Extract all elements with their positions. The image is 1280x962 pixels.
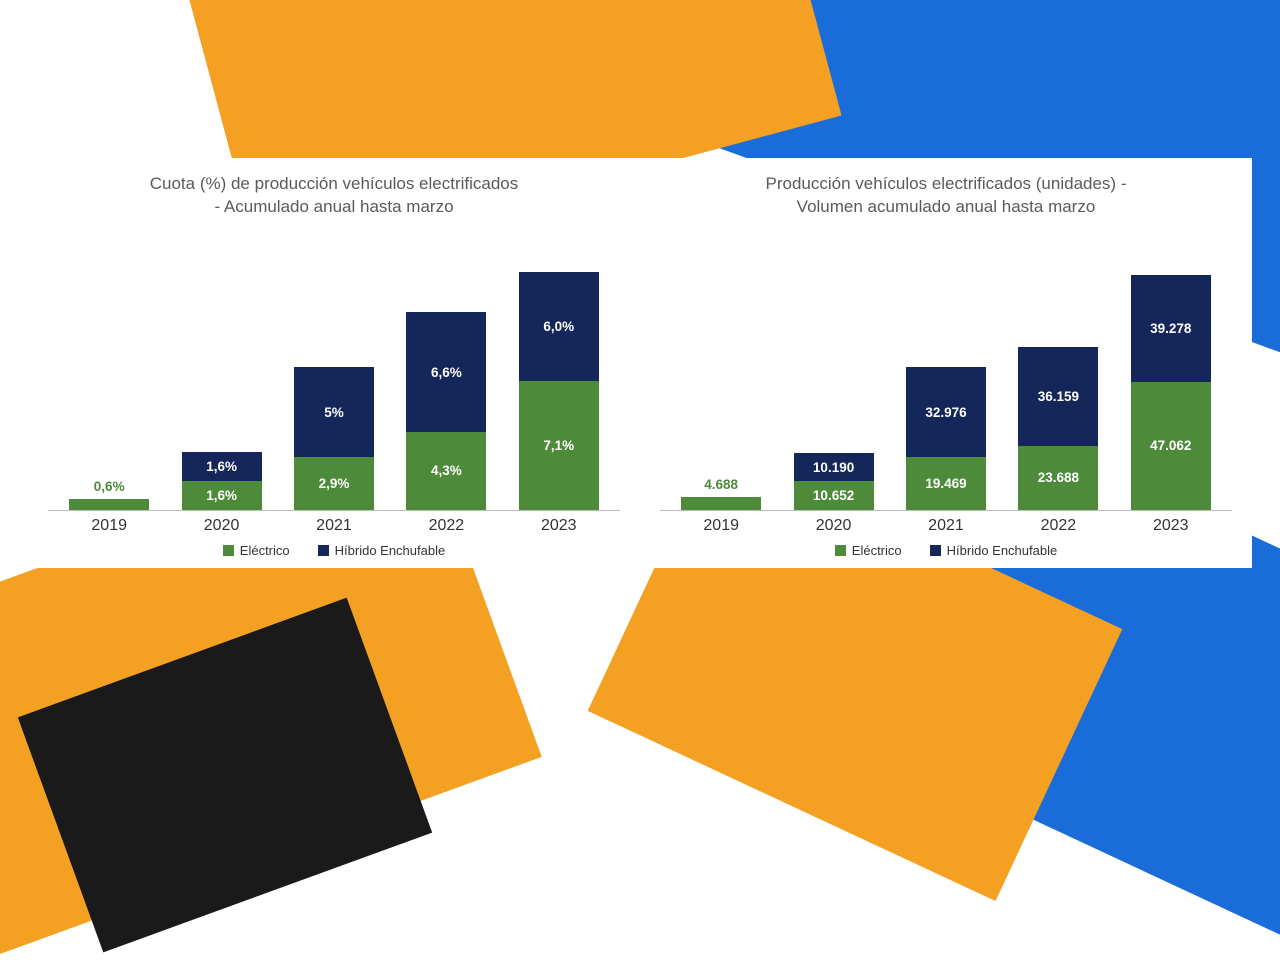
title-line1: Cuota (%) de producción vehículos electr… bbox=[150, 174, 519, 193]
bar-electric-2021: 2,9% bbox=[294, 457, 374, 510]
bar-group-2022: 23.68836.159 bbox=[1018, 347, 1098, 510]
bar-electric-2021: 19.469 bbox=[906, 457, 986, 510]
chart-quota-xaxis: 2019 2020 2021 2022 2023 bbox=[48, 511, 620, 535]
swatch-electric bbox=[835, 545, 846, 556]
title-line1: Producción vehículos electrificados (uni… bbox=[766, 174, 1127, 193]
bar-hybrid-2023: 39.278 bbox=[1131, 275, 1211, 382]
x-label-2020: 2020 bbox=[794, 517, 874, 535]
bar-hybrid-2023: 6,0% bbox=[519, 272, 599, 381]
bar-group-2021: 19.46932.976 bbox=[906, 367, 986, 510]
bar-hybrid-2022: 6,6% bbox=[406, 312, 486, 432]
bar-group-2019: 0,6% bbox=[69, 499, 149, 510]
chart-quota: Cuota (%) de producción vehículos electr… bbox=[28, 158, 640, 568]
legend-hybrid: Híbrido Enchufable bbox=[318, 543, 446, 558]
swatch-hybrid bbox=[930, 545, 941, 556]
x-label-2022: 2022 bbox=[1018, 517, 1098, 535]
bar-electric-2023: 7,1% bbox=[519, 381, 599, 510]
bar-group-2023: 47.06239.278 bbox=[1131, 275, 1211, 510]
bar-electric-2019: 0,6% bbox=[69, 499, 149, 510]
chart-units-title: Producción vehículos electrificados (uni… bbox=[660, 173, 1232, 219]
bar-hybrid-2020: 1,6% bbox=[182, 452, 262, 481]
bar-electric-label-2019: 4.688 bbox=[704, 477, 738, 492]
legend-electric-label: Eléctrico bbox=[852, 543, 902, 558]
bar-group-2022: 4,3%6,6% bbox=[406, 312, 486, 510]
bar-hybrid-2021: 5% bbox=[294, 367, 374, 458]
chart-units-xaxis: 2019 2020 2021 2022 2023 bbox=[660, 511, 1232, 535]
x-label-2021: 2021 bbox=[906, 517, 986, 535]
title-line2: - Acumulado anual hasta marzo bbox=[214, 197, 453, 216]
legend-hybrid-label: Híbrido Enchufable bbox=[947, 543, 1058, 558]
bar-group-2019: 4.688 bbox=[681, 497, 761, 510]
bar-electric-label-2019: 0,6% bbox=[94, 479, 125, 494]
bar-group-2021: 2,9%5% bbox=[294, 367, 374, 510]
chart-units-legend: Eléctrico Híbrido Enchufable bbox=[660, 543, 1232, 558]
bar-hybrid-2022: 36.159 bbox=[1018, 347, 1098, 445]
swatch-hybrid bbox=[318, 545, 329, 556]
chart-units-plot: 4.688 10.65210.190 19.46932.976 23.68836.15… bbox=[660, 233, 1232, 511]
bar-group-2020: 10.65210.190 bbox=[794, 453, 874, 510]
bar-electric-2022: 23.688 bbox=[1018, 446, 1098, 510]
legend-hybrid: Híbrido Enchufable bbox=[930, 543, 1058, 558]
x-label-2019: 2019 bbox=[681, 517, 761, 535]
swatch-electric bbox=[223, 545, 234, 556]
charts-panel: Cuota (%) de producción vehículos electr… bbox=[28, 158, 1252, 568]
chart-units: Producción vehículos electrificados (uni… bbox=[640, 158, 1252, 568]
x-label-2022: 2022 bbox=[406, 517, 486, 535]
legend-hybrid-label: Híbrido Enchufable bbox=[335, 543, 446, 558]
bar-group-2023: 7,1%6,0% bbox=[519, 272, 599, 510]
legend-electric: Eléctrico bbox=[835, 543, 902, 558]
legend-electric: Eléctrico bbox=[223, 543, 290, 558]
x-label-2023: 2023 bbox=[1131, 517, 1211, 535]
bar-electric-2022: 4,3% bbox=[406, 432, 486, 510]
x-label-2019: 2019 bbox=[69, 517, 149, 535]
chart-quota-legend: Eléctrico Híbrido Enchufable bbox=[48, 543, 620, 558]
chart-quota-plot: 0,6% 1,6%1,6% 2,9%5% 4,3%6,6% 7,1%6,0% bbox=[48, 233, 620, 511]
bar-hybrid-2020: 10.190 bbox=[794, 453, 874, 481]
bar-electric-2020: 10.652 bbox=[794, 481, 874, 510]
bar-electric-2023: 47.062 bbox=[1131, 382, 1211, 510]
bar-electric-2020: 1,6% bbox=[182, 481, 262, 510]
x-label-2020: 2020 bbox=[182, 517, 262, 535]
bar-electric-2019: 4.688 bbox=[681, 497, 761, 510]
bar-group-2020: 1,6%1,6% bbox=[182, 452, 262, 510]
bar-hybrid-2021: 32.976 bbox=[906, 367, 986, 457]
chart-quota-title: Cuota (%) de producción vehículos electr… bbox=[48, 173, 620, 219]
x-label-2021: 2021 bbox=[294, 517, 374, 535]
x-label-2023: 2023 bbox=[519, 517, 599, 535]
legend-electric-label: Eléctrico bbox=[240, 543, 290, 558]
title-line2: Volumen acumulado anual hasta marzo bbox=[797, 197, 1096, 216]
